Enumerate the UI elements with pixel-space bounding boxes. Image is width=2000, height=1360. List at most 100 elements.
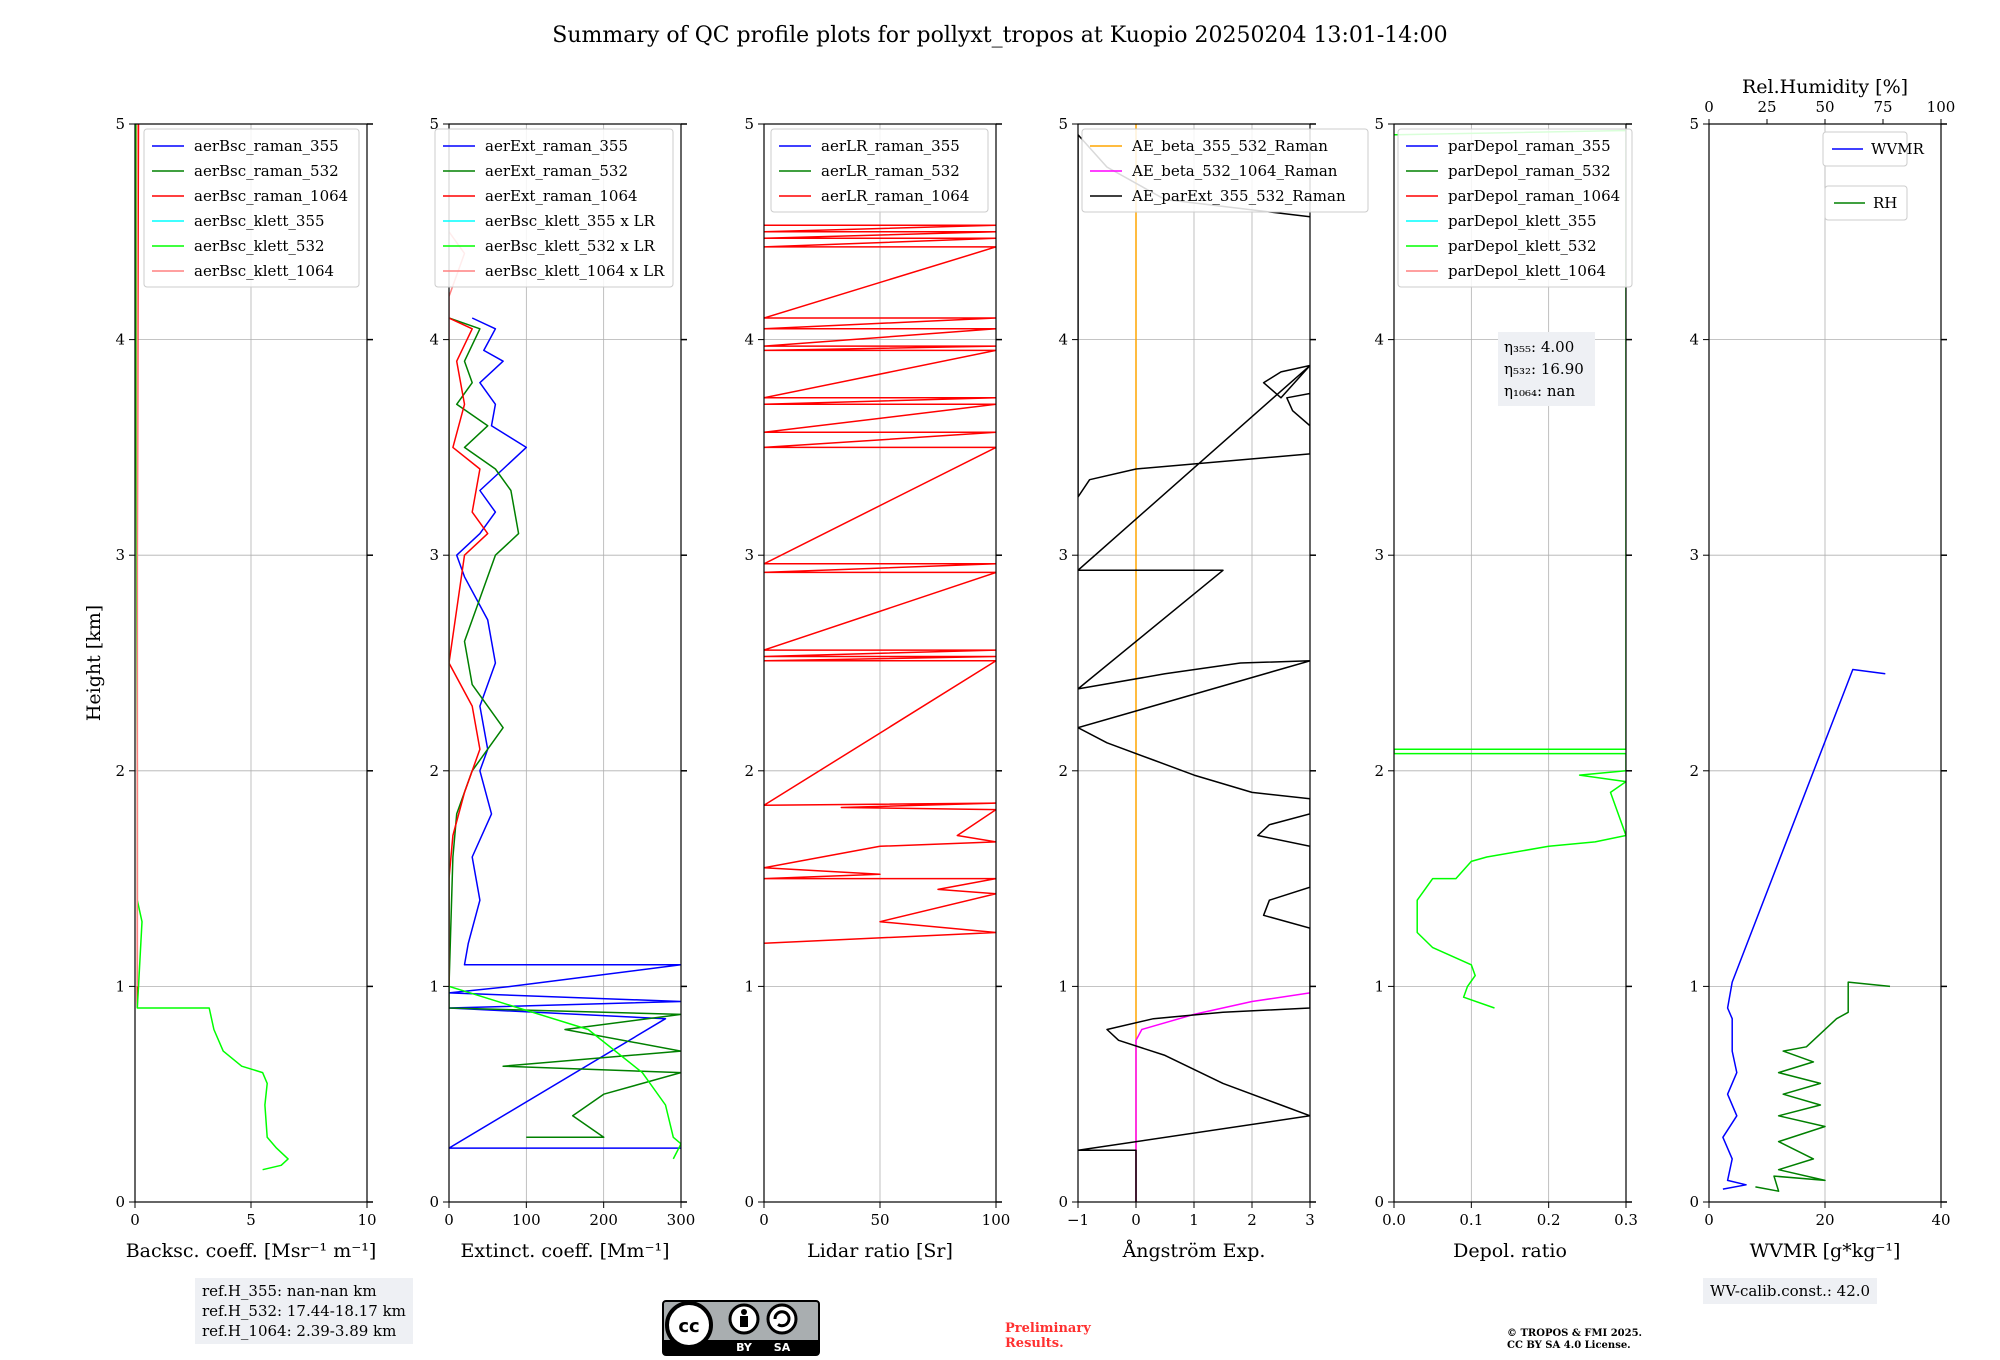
x-tick-label: 200	[589, 1211, 618, 1229]
x-tick-label: 0.2	[1537, 1211, 1561, 1229]
top-x-tick-label: 100	[1927, 98, 1956, 116]
y-tick-label: 4	[115, 331, 125, 349]
x-axis-label: WVMR [g*kg⁻¹]	[1750, 1240, 1901, 1262]
series-group	[135, 124, 289, 1171]
panel-extinction: 0 100 200 300 0 1 2 3 4 5 Extinct. coeff. [Mm⁻¹] ae…	[429, 115, 695, 1262]
legend-label-aerExt_raman_532: aerExt_raman_532	[485, 162, 628, 180]
x-tick-label: 0.0	[1382, 1211, 1406, 1229]
y-tick-label: 1	[429, 977, 439, 995]
legend-label-aerLR_raman_532: aerLR_raman_532	[821, 162, 960, 180]
legend-label-aerExt_raman_1064: aerExt_raman_1064	[485, 187, 638, 205]
y-tick-label: 3	[1374, 546, 1384, 564]
y-tick-label: 1	[744, 977, 754, 995]
legend-label-aerBsc_klett_355 x LR: aerBsc_klett_355 x LR	[485, 212, 656, 230]
x-tick-label: 20	[1815, 1211, 1834, 1229]
panel-lidar-ratio: 0 50 100 0 1 2 3 4 5 Lidar ratio [Sr] aerLR_raman_…	[744, 115, 1010, 1262]
eta-annotation-box: η₃₅₅: 4.00 η₅₃₂: 16.90 η₁₀₆₄: nan	[1498, 332, 1595, 406]
y-tick-label: 0	[1689, 1193, 1699, 1211]
legend: aerExt_raman_355 aerExt_raman_532 aerExt_r…	[434, 128, 674, 288]
legend-label-AE_beta_532_1064_Raman: AE_beta_532_1064_Raman	[1131, 162, 1338, 180]
x-tick-label: 10	[357, 1211, 376, 1229]
legend-frame	[770, 128, 989, 213]
cc-by-label: BY	[736, 1341, 753, 1354]
copyright-line-1: © TROPOS & FMI 2025.	[1507, 1328, 1643, 1339]
series-group	[764, 224, 996, 945]
legend-label-aerBsc_raman_1064: aerBsc_raman_1064	[194, 187, 348, 205]
legend-label-parDepol_klett_355: parDepol_klett_355	[1448, 212, 1597, 230]
y-tick-label: 5	[429, 115, 439, 133]
y-tick-label: 3	[1689, 546, 1699, 564]
series-line-AE_beta_532_1064_Raman	[1135, 992, 1310, 1202]
sa-icon	[766, 1303, 798, 1335]
legend-label-parDepol_raman_532: parDepol_raman_532	[1448, 162, 1611, 180]
cc-icon	[665, 1301, 713, 1349]
y-tick-label: 5	[1374, 115, 1384, 133]
legend-label-aerLR_raman_355: aerLR_raman_355	[821, 137, 960, 155]
refh-532: ref.H_532: 17.44-18.17 km	[202, 1302, 406, 1320]
legend: WVMR RH	[1822, 131, 1925, 221]
top-axis-label: Rel.Humidity [%]	[1742, 76, 1908, 98]
y-tick-label: 5	[1689, 115, 1699, 133]
legend-label-AE_parExt_355_532_Raman: AE_parExt_355_532_Raman	[1131, 187, 1346, 205]
x-tick-label: 0.3	[1614, 1211, 1638, 1229]
figure-title: Summary of QC profile plots for pollyxt_…	[552, 23, 1447, 48]
legend-label-aerExt_raman_355: aerExt_raman_355	[485, 137, 628, 155]
y-tick-label: 1	[1374, 977, 1384, 995]
x-tick-label: 40	[1931, 1211, 1950, 1229]
axes-frame	[1708, 123, 1942, 1203]
y-tick-label: 4	[1058, 331, 1068, 349]
x-tick-label: 50	[870, 1211, 889, 1229]
copyright-line-2: CC BY SA 4.0 License.	[1507, 1340, 1631, 1351]
legend-frame	[1397, 128, 1633, 288]
y-tick-label: 2	[1058, 762, 1068, 780]
y-tick-label: 3	[115, 546, 125, 564]
series-line-aerBsc_klett_532 x LR	[449, 339, 681, 1160]
series-group	[1078, 124, 1310, 1202]
y-tick-label: 2	[1374, 762, 1384, 780]
legend-label-parDepol_klett_1064: parDepol_klett_1064	[1448, 262, 1606, 280]
y-tick-label: 2	[429, 762, 439, 780]
legend-frame	[1824, 185, 1908, 221]
eta-355: η₃₅₅: 4.00	[1504, 338, 1574, 356]
refh-355: ref.H_355: nan-nan km	[202, 1282, 377, 1300]
y-tick-label: 2	[115, 762, 125, 780]
axes-frame	[1393, 123, 1627, 1203]
y-axis-label: Height [km]	[83, 605, 105, 721]
axes-frame	[448, 123, 682, 1203]
legend: parDepol_raman_355 parDepol_raman_532 parD…	[1397, 128, 1633, 288]
legend-label-aerBsc_klett_1064 x LR: aerBsc_klett_1064 x LR	[485, 262, 665, 280]
legend: AE_beta_355_532_Raman AE_beta_532_1064_Ra…	[1081, 128, 1369, 213]
y-tick-label: 0	[115, 1193, 125, 1211]
refh-1064: ref.H_1064: 2.39-3.89 km	[202, 1322, 397, 1340]
eta-1064: η₁₀₆₄: nan	[1504, 382, 1575, 400]
y-tick-label: 2	[744, 762, 754, 780]
y-tick-label: 3	[1058, 546, 1068, 564]
panel-depolarization: 0.0 0.1 0.2 0.3 0 1 2 3 4 5 Depol. ratio parDepol_r…	[1374, 115, 1637, 1262]
series-line-aerExt_raman_1064	[449, 317, 489, 987]
preliminary-line-2: Results.	[1005, 1336, 1064, 1351]
y-tick-label: 3	[429, 546, 439, 564]
series-line-WVMR	[1722, 668, 1886, 1190]
legend-label-parDepol_raman_1064: parDepol_raman_1064	[1448, 187, 1620, 205]
x-axis-label: Extinct. coeff. [Mm⁻¹]	[460, 1240, 669, 1262]
x-axis-label: Backsc. coeff. [Msr⁻¹ m⁻¹]	[126, 1240, 377, 1262]
legend-frame	[143, 128, 360, 288]
legend-label-parDepol_raman_355: parDepol_raman_355	[1448, 137, 1611, 155]
x-tick-label: −1	[1067, 1211, 1089, 1229]
y-tick-label: 1	[1058, 977, 1068, 995]
series-line-aerLR_raman_1064	[764, 224, 996, 945]
y-tick-label: 4	[1689, 331, 1699, 349]
y-tick-label: 3	[744, 546, 754, 564]
x-tick-label: 0	[759, 1211, 769, 1229]
x-tick-label: 2	[1247, 1211, 1257, 1229]
y-tick-label: 4	[1374, 331, 1384, 349]
reference-height-box: ref.H_355: nan-nan km ref.H_532: 17.44-1…	[195, 1278, 413, 1344]
eta-532: η₅₃₂: 16.90	[1504, 360, 1584, 378]
y-tick-label: 0	[429, 1193, 439, 1211]
x-tick-label: 0	[130, 1211, 140, 1229]
x-tick-label: 0	[1704, 1211, 1714, 1229]
x-tick-label: 0.1	[1459, 1211, 1483, 1229]
y-tick-label: 0	[1374, 1193, 1384, 1211]
